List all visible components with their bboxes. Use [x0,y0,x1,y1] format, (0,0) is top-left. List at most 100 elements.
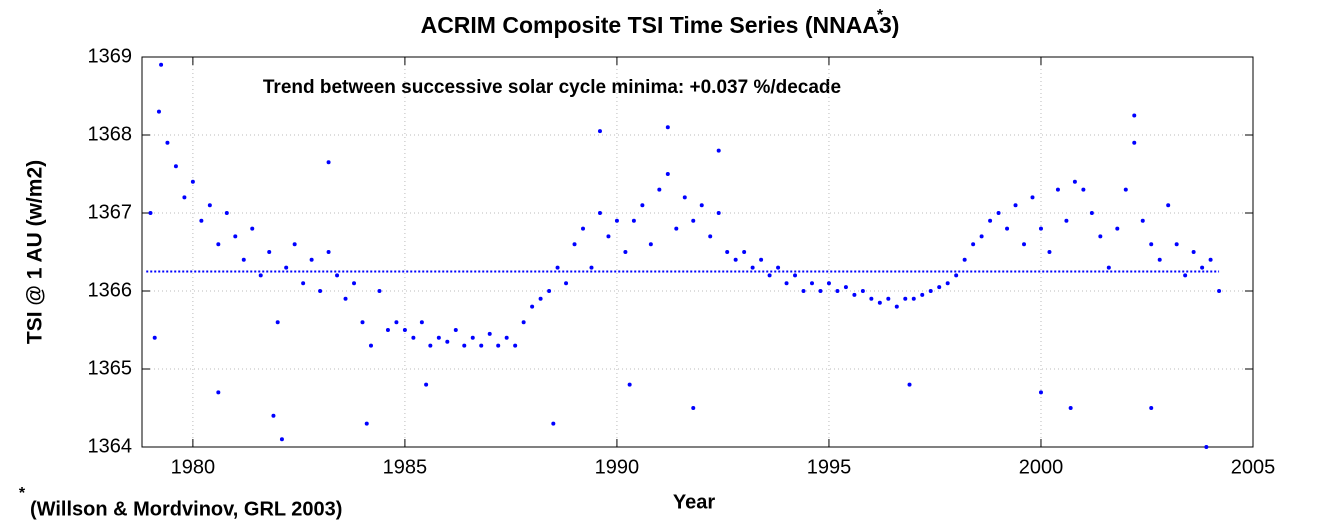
data-point [1132,140,1137,145]
data-point [1072,179,1077,184]
data-point [1038,226,1043,231]
data-point [996,211,1001,215]
data-point [699,203,704,208]
data-point [852,292,857,297]
data-point [267,250,272,254]
y-tick-label: 1365 [88,357,133,379]
data-point [487,331,492,336]
data-point [352,281,357,286]
data-point [148,211,153,215]
data-point [152,335,157,340]
data-point [572,242,577,247]
data-point [716,148,721,153]
data-point [886,296,891,301]
x-tick-label: 1995 [807,456,852,478]
data-point [275,320,280,325]
data-point [258,273,263,278]
data-point [216,390,221,395]
data-point [1123,187,1128,192]
data-point [682,195,687,200]
data-point [1098,234,1103,239]
data-point [479,343,484,348]
data-point [597,129,602,134]
data-point [1174,242,1179,247]
data-point [1068,406,1073,410]
data-point [513,343,518,348]
data-point [445,339,450,344]
footnote: (Willson & Mordvinov, GRL 2003) [30,498,342,520]
data-point [988,218,993,223]
data-point [691,406,696,410]
data-point [301,281,306,286]
y-tick-label: 1369 [88,45,133,67]
data-point [708,234,713,239]
data-point [809,281,814,286]
data-point [224,211,229,215]
data-point [793,273,798,278]
data-point [364,421,369,426]
data-point [759,257,764,262]
data-point [962,257,967,262]
x-tick-label: 2005 [1231,456,1276,478]
data-point [928,289,933,293]
data-point [589,265,594,270]
data-point [1166,203,1171,208]
data-point [818,289,823,293]
data-point [335,273,340,278]
data-point [1022,242,1027,247]
data-point [394,320,399,325]
data-point [733,257,738,262]
data-point [165,140,170,145]
data-point [368,343,373,348]
x-tick-label: 2000 [1019,456,1064,478]
data-point [309,257,314,262]
data-point [428,343,433,348]
data-point [954,273,959,278]
data-point [182,195,187,200]
data-point [742,250,747,254]
data-point [377,289,382,293]
y-tick-label: 1368 [88,123,133,145]
data-point [1013,203,1018,208]
data-point [343,296,348,301]
data-point [1217,289,1222,293]
data-point [894,304,899,309]
data-point [216,242,221,247]
data-point [207,203,212,208]
data-point [241,257,246,262]
y-tick-label: 1364 [88,435,133,457]
data-point [1208,257,1213,262]
data-point [1064,218,1069,223]
data-point [173,164,178,169]
data-point [284,265,289,270]
data-point [784,281,789,286]
y-tick-label: 1367 [88,201,133,223]
data-point [1149,242,1154,247]
data-point [1140,218,1145,223]
data-point [564,281,569,286]
data-point [279,437,284,442]
chart-title: ACRIM Composite TSI Time Series (NNAA3) [421,12,900,38]
x-tick-label: 1990 [595,456,640,478]
data-point [903,296,908,301]
data-point [1132,113,1137,118]
data-point [860,289,865,293]
data-point [530,304,535,309]
data-point [640,203,645,208]
data-point [648,242,653,247]
data-point [665,172,670,176]
data-point [419,320,424,325]
data-point [250,226,255,231]
data-point [470,335,475,340]
data-point [424,382,429,387]
data-point [835,289,840,293]
data-point [907,382,912,387]
data-point [597,211,602,215]
data-point [979,234,984,239]
data-point [271,413,276,418]
data-point [538,296,543,301]
y-axis-label: TSI @ 1 AU (w/m2) [24,160,47,344]
data-point [725,250,730,254]
data-point [1200,265,1205,270]
